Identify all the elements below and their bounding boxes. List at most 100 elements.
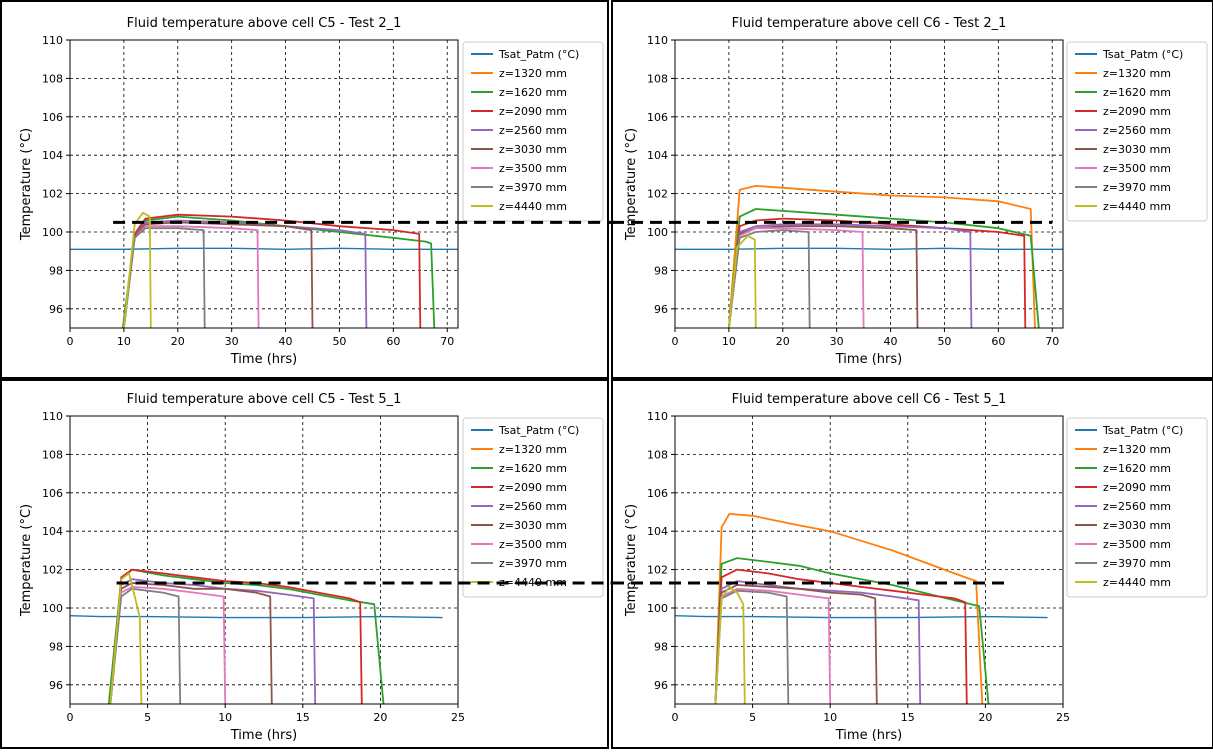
y-tick-label: 106 [647,111,668,124]
legend-label: z=2560 mm [499,500,567,513]
legend-label: z=3030 mm [499,519,567,532]
x-tick-label: 40 [884,335,898,348]
series-line-z-2090-mm [728,217,1027,328]
y-axis-label: Temperature (°C) [19,504,34,617]
y-tick-label: 96 [654,679,668,692]
plot-area-frame [674,39,1064,329]
x-tick-label: 10 [823,711,837,724]
plot-area-frame [69,39,459,329]
series-line-z-3500-mm [123,225,260,328]
legend-label: z=4440 mm [499,576,567,589]
series-group [675,184,1063,328]
panel-frame [611,0,1213,379]
series-line-z-2560-mm [123,219,368,328]
legend-label: z=2560 mm [1103,124,1171,137]
y-tick-label: 104 [42,525,63,538]
y-tick-label: 106 [647,487,668,500]
legend-label: z=1320 mm [499,443,567,456]
x-tick-label: 10 [117,335,131,348]
x-tick-label: 20 [776,335,790,348]
legend-label: z=1320 mm [1103,443,1171,456]
legend-label: z=3030 mm [1103,519,1171,532]
series-line-z-4440-mm [728,234,757,328]
legend-label: z=2090 mm [1103,481,1171,494]
series-line-z-3970-mm [123,227,206,328]
y-tick-label: 98 [49,264,63,277]
y-axis-label: Temperature (°C) [19,128,34,241]
y-tick-label: 98 [654,640,668,653]
x-tick-label: 15 [901,711,915,724]
legend-label: Tsat_Patm (°C) [498,48,579,61]
y-tick-label: 100 [647,226,668,239]
series-line-tsat-patm-c [675,615,1048,619]
x-axis-label: Time (hrs) [835,352,902,367]
series-line-z-2560-mm [728,223,973,328]
series-line-z-3970-mm [109,587,182,704]
chart-title: Fluid temperature above cell C6 - Test 2… [732,16,1007,31]
series-line-z-1620-mm [728,208,1040,328]
series-line-z-3500-mm [728,227,865,328]
series-line-z-2090-mm [123,213,422,328]
x-tick-label: 10 [722,335,736,348]
x-tick-label: 60 [991,335,1005,348]
x-tick-label: 0 [67,711,74,724]
series-line-z-3500-mm [109,586,227,704]
y-tick-label: 104 [647,525,668,538]
y-tick-label: 108 [42,448,63,461]
y-tick-label: 104 [647,149,668,162]
x-tick-label: 10 [218,711,232,724]
y-tick-label: 106 [42,487,63,500]
x-tick-label: 40 [279,335,293,348]
x-tick-label: 0 [672,335,679,348]
chart-title: Fluid temperature above cell C5 - Test 2… [127,16,402,31]
series-line-z-3970-mm [728,229,811,328]
x-tick-label: 60 [386,335,400,348]
x-tick-label: 25 [451,711,465,724]
series-line-z-4440-mm [123,211,152,328]
series-line-z-1620-mm [121,215,436,328]
series-line-z-3500-mm [714,587,832,704]
legend-label: Tsat_Patm (°C) [1102,48,1183,61]
x-tick-label: 50 [937,335,951,348]
y-tick-label: 108 [42,72,63,85]
legend-label: z=1620 mm [499,462,567,475]
chart-title: Fluid temperature above cell C5 - Test 5… [127,392,402,407]
y-tick-label: 96 [49,679,63,692]
y-tick-label: 102 [647,188,668,201]
y-tick-label: 100 [42,226,63,239]
x-tick-label: 20 [978,711,992,724]
legend-label: Tsat_Patm (°C) [1102,424,1183,437]
x-axis-label: Time (hrs) [230,728,297,743]
y-tick-label: 102 [647,564,668,577]
legend-label: z=2090 mm [499,481,567,494]
y-axis-label: Temperature (°C) [624,504,639,617]
legend-label: z=2560 mm [499,124,567,137]
y-tick-label: 110 [42,410,63,423]
series-line-z-3030-mm [123,221,314,328]
legend-label: z=1620 mm [1103,86,1171,99]
series-line-z-3030-mm [714,584,878,704]
y-axis-label: Temperature (°C) [624,128,639,241]
x-tick-label: 50 [332,335,346,348]
y-tick-label: 110 [42,34,63,47]
y-tick-label: 106 [42,111,63,124]
x-tick-label: 20 [171,335,185,348]
legend-box [462,417,604,598]
plot-area-frame [674,415,1064,705]
legend-label: z=3500 mm [499,538,567,551]
series-line-z-3030-mm [728,225,919,328]
y-tick-label: 98 [49,640,63,653]
series-line-z-4440-mm [109,572,143,704]
panel-frame [0,0,609,379]
series-line-z-1620-mm [714,557,990,704]
legend-label: z=1620 mm [1103,462,1171,475]
x-axis-label: Time (hrs) [835,728,902,743]
chart-panel-2: 0 10 20 30 40 50 60 70 96 98 100 102 104 106 108 110 Flu… [624,16,1208,367]
legend-label: z=3970 mm [1103,557,1171,570]
series-line-z-4440-mm [714,586,746,704]
panel-frame [611,379,1213,749]
legend-label: z=2560 mm [1103,500,1171,513]
legend-label: z=3030 mm [499,143,567,156]
panel-frame [0,379,609,749]
